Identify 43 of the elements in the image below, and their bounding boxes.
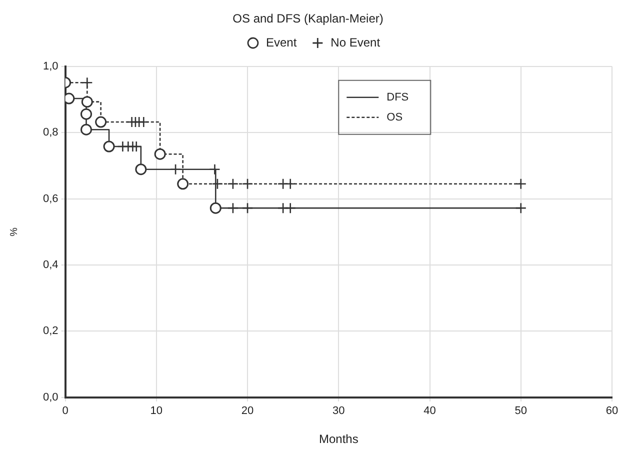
y-tick-label: 0,0 [42, 391, 58, 404]
point [95, 116, 107, 128]
legend-label: No Event [330, 35, 381, 50]
x-tick-label: 60 [606, 405, 618, 418]
point [212, 178, 224, 190]
x-tick-label: 40 [424, 405, 436, 418]
point [103, 140, 115, 152]
y-tick-label: 0,6 [42, 192, 58, 205]
y-tick-label: 0,2 [42, 325, 58, 338]
point [227, 178, 239, 190]
point [82, 76, 93, 88]
point [81, 96, 93, 108]
point [515, 178, 527, 190]
point [177, 178, 189, 190]
y-tick-label: 1,0 [42, 60, 58, 72]
x-tick-label: 20 [241, 405, 254, 418]
y-tick-label: 0,8 [42, 126, 58, 139]
x-tick-label: 50 [514, 405, 528, 418]
x-tick-label: 10 [150, 405, 163, 418]
x-tick-label: 30 [332, 405, 345, 418]
legend-label: OS [386, 111, 403, 124]
point [170, 164, 182, 175]
point [242, 178, 254, 190]
point [80, 124, 92, 136]
point [209, 164, 220, 175]
point [284, 178, 296, 190]
point [227, 202, 239, 214]
point [135, 164, 147, 176]
point [80, 108, 92, 120]
y-axis-title: % [8, 227, 20, 236]
legend-label: DFS [386, 91, 409, 104]
point [154, 148, 166, 160]
legend-label: Event [266, 35, 298, 50]
x-tick-label: 0 [62, 405, 68, 418]
chart-title: OS and DFS (Kaplan-Meier) [232, 12, 384, 26]
point [130, 140, 142, 152]
point [242, 202, 254, 214]
point [210, 202, 222, 214]
point [515, 202, 527, 214]
x-axis-title: Months [318, 432, 358, 446]
point [284, 202, 296, 214]
point [138, 116, 150, 128]
y-tick-label: 0,4 [42, 259, 58, 272]
